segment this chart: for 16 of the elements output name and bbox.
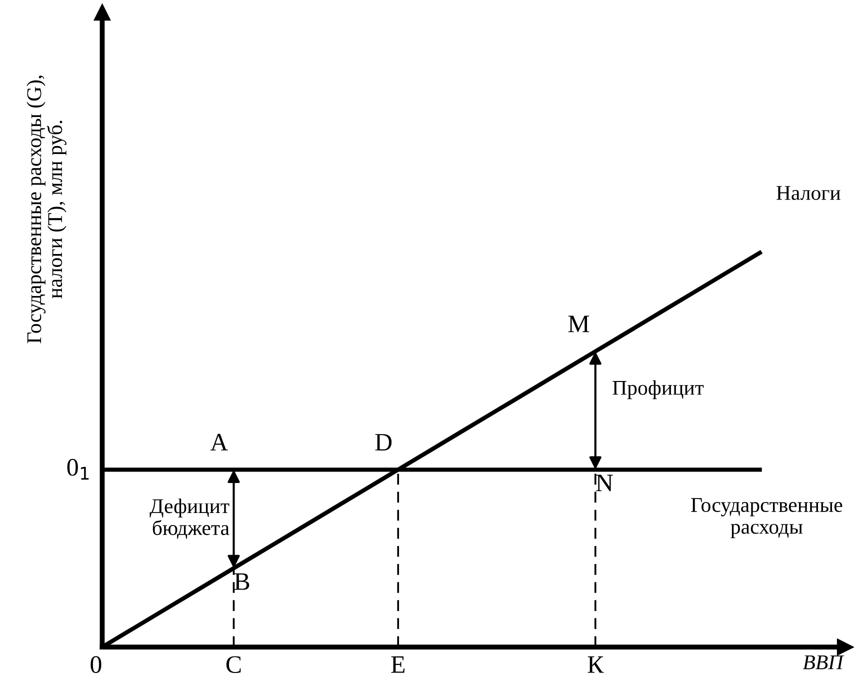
x-tick-label: К — [588, 656, 604, 673]
annotation: A — [210, 434, 228, 450]
annotation: Дефицит бюджета — [150, 498, 230, 539]
annotation: M — [568, 316, 590, 332]
annotation: Профицит — [612, 380, 704, 400]
annotation: B — [234, 573, 250, 590]
x-tick-label: E — [391, 656, 405, 673]
series-label: Государственные расходы — [691, 498, 842, 538]
text: Налоги — [776, 186, 840, 200]
x-tick-label: C — [226, 656, 241, 673]
annotation: N — [596, 474, 613, 492]
annotation: 0$_{1}$ — [67, 458, 89, 480]
x-tick-label: 0 — [90, 656, 102, 673]
x-axis-title: ВВП — [802, 655, 844, 670]
annotation: D — [375, 434, 392, 450]
y-axis-title: Государственные расходы (G), налоги (T), млн руб. — [26, 76, 66, 344]
